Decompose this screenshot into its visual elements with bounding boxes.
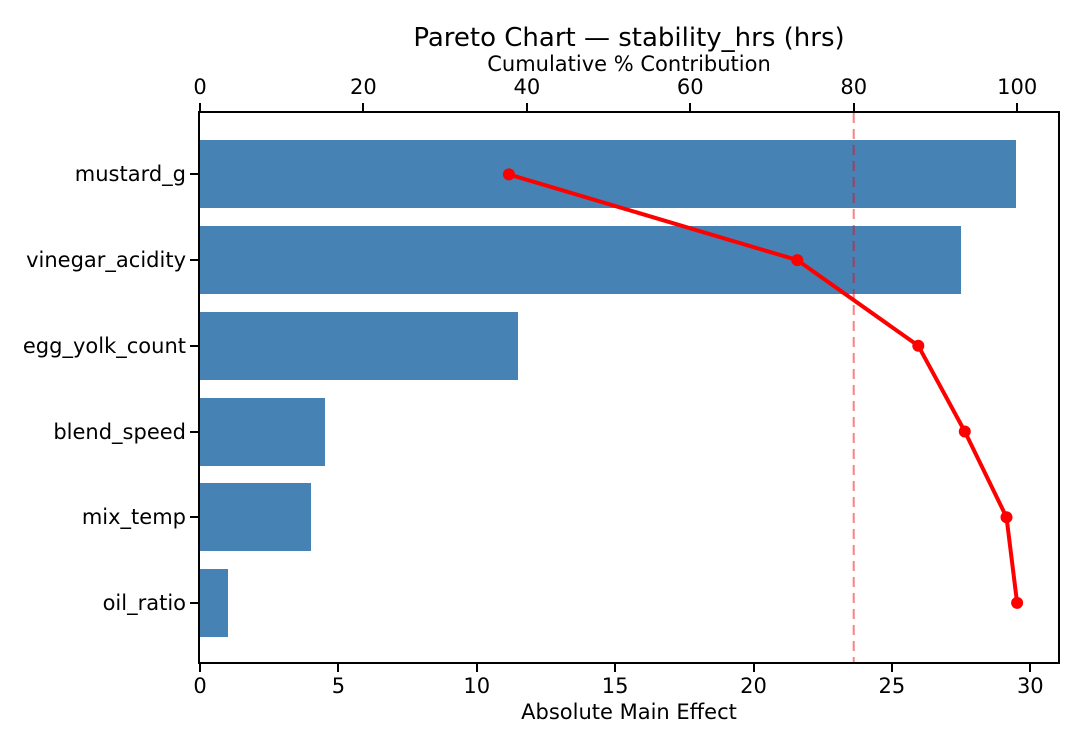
bottom-tick-0: [199, 664, 201, 672]
top-tick-label-80: 80: [840, 75, 868, 99]
bar-oil_ratio: [200, 568, 228, 637]
bar-vinegar_acidity: [200, 226, 962, 295]
bottom-tick-label-30: 30: [1016, 674, 1044, 698]
bottom-tick-label-5: 5: [331, 674, 346, 698]
bottom-tick-30: [1029, 664, 1032, 672]
category-label-vinegar_acidity: vinegar_acidity: [26, 248, 186, 273]
bottom-tick-label-25: 25: [878, 674, 906, 698]
top-tick-label-40: 40: [513, 75, 541, 99]
top-tick-80: [852, 103, 855, 111]
top-tick-40: [525, 103, 528, 111]
bottom-tick-label-20: 20: [740, 674, 767, 698]
bottom-tick-5: [337, 664, 340, 672]
bar-egg_yolk_count: [200, 311, 519, 380]
top-tick-0: [199, 103, 201, 111]
bottom-tick-10: [475, 664, 478, 672]
chart-title: Pareto Chart — stability_hrs (hrs): [413, 23, 845, 53]
bottom-tick-label-10: 10: [463, 674, 491, 698]
y-tick-oil_ratio: [190, 601, 198, 604]
cumulative-marker-mix_temp: [1000, 511, 1013, 524]
top-tick-label-60: 60: [676, 75, 704, 99]
cumulative-marker-mustard_g: [502, 168, 515, 181]
bottom-tick-label-15: 15: [601, 674, 629, 698]
y-tick-blend_speed: [190, 430, 198, 433]
category-label-mustard_g: mustard_g: [74, 162, 186, 187]
plot-area: [198, 111, 1060, 664]
cumulative-line: [508, 172, 1020, 604]
top-axis-label: Cumulative % Contribution: [487, 52, 771, 76]
category-label-mix_temp: mix_temp: [81, 505, 186, 530]
bar-blend_speed: [200, 397, 325, 466]
top-tick-label-100: 100: [997, 75, 1038, 99]
cumulative-marker-oil_ratio: [1011, 596, 1024, 609]
bottom-tick-25: [890, 664, 893, 672]
top-tick-label-20: 20: [350, 75, 377, 99]
bottom-tick-20: [752, 664, 755, 672]
y-tick-mix_temp: [190, 516, 198, 519]
cumulative-marker-blend_speed: [958, 425, 971, 438]
bottom-axis-label: Absolute Main Effect: [521, 700, 737, 724]
bottom-tick-label-0: 0: [193, 674, 207, 698]
top-tick-label-0: 0: [193, 75, 207, 99]
y-tick-vinegar_acidity: [190, 259, 198, 262]
y-tick-mustard_g: [190, 173, 198, 176]
top-tick-60: [689, 103, 692, 111]
top-tick-20: [362, 103, 365, 111]
cumulative-marker-vinegar_acidity: [791, 254, 804, 267]
bottom-tick-15: [614, 664, 617, 672]
y-tick-egg_yolk_count: [190, 344, 198, 347]
category-label-oil_ratio: oil_ratio: [102, 590, 186, 615]
category-label-blend_speed: blend_speed: [53, 419, 186, 444]
category-label-egg_yolk_count: egg_yolk_count: [22, 333, 186, 358]
cumulative-marker-egg_yolk_count: [912, 339, 925, 352]
bar-mix_temp: [200, 483, 311, 552]
cumulative-line-layer: [502, 113, 1024, 662]
bar-mustard_g: [200, 140, 1017, 209]
top-tick-100: [1016, 103, 1019, 111]
